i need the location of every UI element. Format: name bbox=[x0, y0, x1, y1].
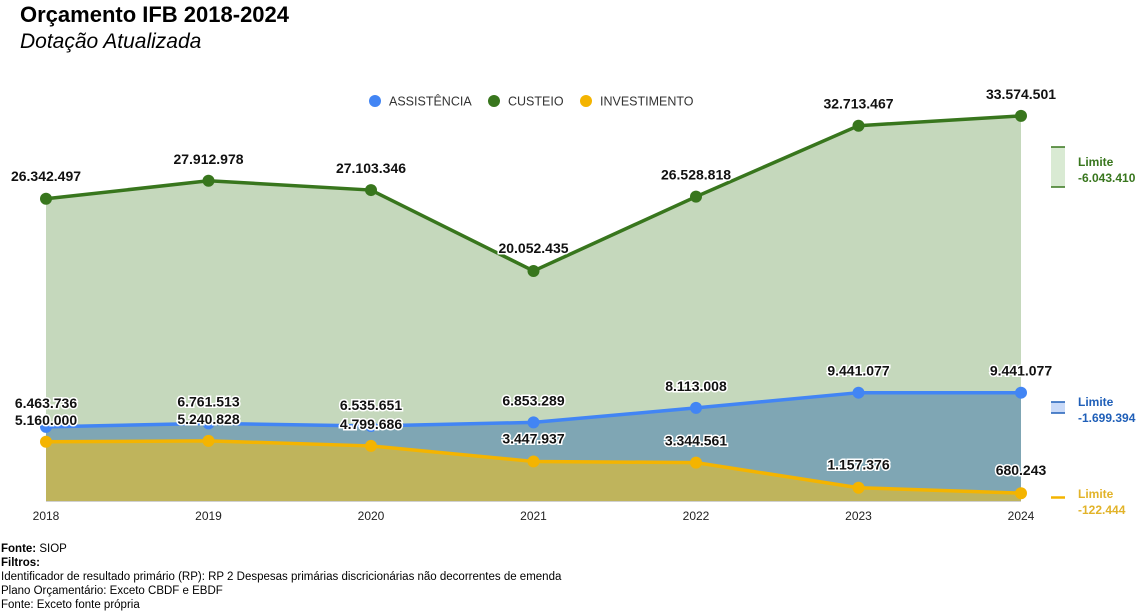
point-custeio-2023 bbox=[852, 119, 865, 132]
data-label-custeio-2022: 26.528.818 bbox=[661, 167, 731, 183]
legend-marker-investimento bbox=[580, 95, 592, 107]
point-investimento-2019 bbox=[202, 434, 215, 447]
x-tick-label-2021: 2021 bbox=[520, 509, 547, 523]
footer-filter-fonte: Fonte: Exceto fonte própria bbox=[1, 599, 140, 611]
data-label-assistência-2024: 9.441.077 bbox=[990, 363, 1052, 379]
data-label-assistência-2020: 6.535.651 bbox=[340, 397, 402, 413]
point-investimento-2018 bbox=[40, 435, 52, 448]
legend-marker-custeio bbox=[488, 95, 500, 107]
data-label-custeio-2019: 27.912.978 bbox=[173, 151, 243, 167]
limit-label-investimento: Limite bbox=[1078, 487, 1114, 501]
limit-value-assistencia: -1.699.394 bbox=[1078, 411, 1136, 425]
data-label-investimento-2022: 3.344.561 bbox=[665, 433, 727, 449]
point-assistência-2023 bbox=[852, 386, 865, 399]
chart-subtitle: Dotação Atualizada bbox=[20, 30, 202, 53]
footer-source-label: Fonte: bbox=[1, 543, 37, 555]
data-label-assistência-2019: 6.761.513 bbox=[177, 393, 239, 409]
x-tick-label-2024: 2024 bbox=[1008, 509, 1035, 523]
point-custeio-2018 bbox=[40, 192, 52, 205]
data-label-custeio-2021: 20.052.435 bbox=[498, 240, 568, 256]
limit-label-assistencia: Limite bbox=[1078, 395, 1114, 409]
legend-marker-assistência bbox=[369, 95, 381, 107]
footer-filter-rp: Identificador de resultado primário (RP)… bbox=[1, 571, 562, 583]
limit-label-custeio: Limite bbox=[1078, 155, 1114, 169]
footer-filter-plano: Plano Orçamentário: Exceto CBDF e EBDF bbox=[1, 585, 223, 597]
data-label-investimento-2020: 4.799.686 bbox=[340, 416, 402, 432]
area-investimento bbox=[46, 440, 1021, 501]
point-custeio-2021 bbox=[527, 264, 540, 277]
data-label-custeio-2024: 33.574.501 bbox=[986, 86, 1056, 102]
point-assistência-2022 bbox=[690, 401, 702, 414]
footer-source-value: SIOP bbox=[36, 543, 67, 555]
data-label-investimento-2023: 1.157.376 bbox=[827, 457, 889, 473]
footer-filters-label: Filtros: bbox=[1, 557, 40, 569]
data-label-assistência-2022: 8.113.008 bbox=[665, 378, 727, 394]
chart-title: Orçamento IFB 2018-2024 bbox=[20, 2, 290, 27]
point-custeio-2024 bbox=[1015, 109, 1027, 122]
point-investimento-2021 bbox=[527, 455, 540, 468]
footer-source: Fonte: SIOP bbox=[1, 542, 561, 556]
point-assistência-2019 bbox=[202, 417, 215, 430]
x-tick-label-2018: 2018 bbox=[33, 509, 60, 523]
point-custeio-2020 bbox=[365, 184, 377, 197]
x-tick-label-2022: 2022 bbox=[683, 509, 710, 523]
limit-range-assistencia bbox=[1051, 402, 1065, 413]
data-label-custeio-2023: 32.713.467 bbox=[823, 96, 893, 112]
data-label-assistência-2018: 6.463.736 bbox=[15, 395, 77, 411]
footer: Fonte: SIOP Filtros: Identificador de re… bbox=[1, 542, 561, 612]
limit-value-investimento: -122.444 bbox=[1078, 503, 1126, 517]
point-investimento-2024 bbox=[1015, 487, 1027, 500]
point-investimento-2023 bbox=[852, 481, 865, 494]
data-label-investimento-2019: 5.240.828 bbox=[177, 411, 239, 427]
x-tick-label-2019: 2019 bbox=[195, 509, 222, 523]
data-label-assistência-2023: 9.441.077 bbox=[827, 363, 889, 379]
legend-label-assistência: ASSISTÊNCIA bbox=[389, 94, 472, 109]
point-custeio-2019 bbox=[202, 174, 215, 187]
point-assistência-2021 bbox=[527, 416, 540, 429]
data-label-investimento-2021: 3.447.937 bbox=[502, 430, 564, 446]
legend-label-custeio: CUSTEIO bbox=[508, 95, 564, 109]
data-label-investimento-2018: 5.160.000 bbox=[15, 412, 77, 428]
point-investimento-2020 bbox=[365, 439, 377, 452]
data-label-custeio-2020: 27.103.346 bbox=[336, 160, 406, 176]
x-tick-label-2023: 2023 bbox=[845, 509, 872, 523]
point-assistência-2024 bbox=[1015, 386, 1027, 399]
limit-value-custeio: -6.043.410 bbox=[1078, 171, 1136, 185]
point-assistência-2018 bbox=[40, 420, 52, 433]
data-label-assistência-2021: 6.853.289 bbox=[502, 392, 564, 408]
point-investimento-2022 bbox=[690, 456, 702, 469]
legend-label-investimento: INVESTIMENTO bbox=[600, 95, 694, 109]
point-assistência-2020 bbox=[365, 420, 377, 433]
data-label-investimento-2024: 680.243 bbox=[996, 462, 1047, 478]
data-label-custeio-2018: 26.342.497 bbox=[11, 168, 81, 184]
area-chart: 26.342.497 27.912.978 27.103.346 20.052.435… bbox=[9, 84, 1136, 523]
point-custeio-2022 bbox=[690, 190, 702, 203]
limit-range-custeio bbox=[1051, 147, 1065, 187]
x-tick-label-2020: 2020 bbox=[358, 509, 385, 523]
